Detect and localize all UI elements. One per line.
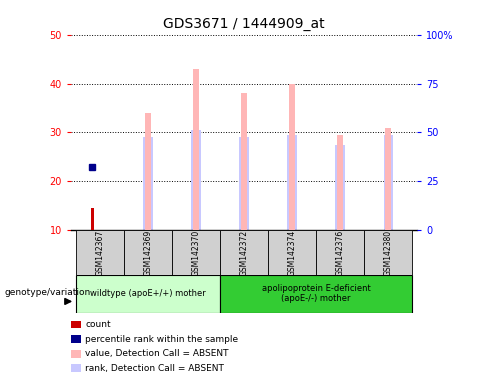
Text: GSM142369: GSM142369 <box>143 229 152 276</box>
Text: count: count <box>85 320 111 329</box>
Bar <box>337 135 344 230</box>
Bar <box>193 69 199 230</box>
Bar <box>287 135 297 230</box>
Bar <box>289 84 295 230</box>
Bar <box>172 230 220 275</box>
Bar <box>384 135 393 230</box>
Bar <box>220 275 412 313</box>
Bar <box>316 230 365 275</box>
Text: value, Detection Call = ABSENT: value, Detection Call = ABSENT <box>85 349 229 358</box>
Bar <box>335 145 345 230</box>
Text: GSM142380: GSM142380 <box>384 229 393 276</box>
Bar <box>123 230 172 275</box>
Text: apolipoprotein E-deficient
(apoE-/-) mother: apolipoprotein E-deficient (apoE-/-) mot… <box>262 284 370 303</box>
Bar <box>76 230 123 275</box>
Text: rank, Detection Call = ABSENT: rank, Detection Call = ABSENT <box>85 364 224 373</box>
Bar <box>76 275 220 313</box>
Text: GSM142374: GSM142374 <box>287 229 297 276</box>
Bar <box>144 113 151 230</box>
Text: genotype/variation: genotype/variation <box>5 288 91 298</box>
Bar <box>91 209 94 230</box>
Text: percentile rank within the sample: percentile rank within the sample <box>85 334 239 344</box>
Title: GDS3671 / 1444909_at: GDS3671 / 1444909_at <box>163 17 325 31</box>
Bar <box>191 130 201 230</box>
Bar <box>241 93 247 230</box>
Bar <box>385 127 391 230</box>
Text: GSM142367: GSM142367 <box>95 229 104 276</box>
Text: GSM142370: GSM142370 <box>191 229 201 276</box>
Bar <box>268 230 316 275</box>
Bar <box>365 230 412 275</box>
Text: GSM142372: GSM142372 <box>240 229 248 276</box>
Bar <box>220 230 268 275</box>
Bar <box>239 137 249 230</box>
Bar <box>143 137 153 230</box>
Text: GSM142376: GSM142376 <box>336 229 345 276</box>
Text: wildtype (apoE+/+) mother: wildtype (apoE+/+) mother <box>90 289 205 298</box>
